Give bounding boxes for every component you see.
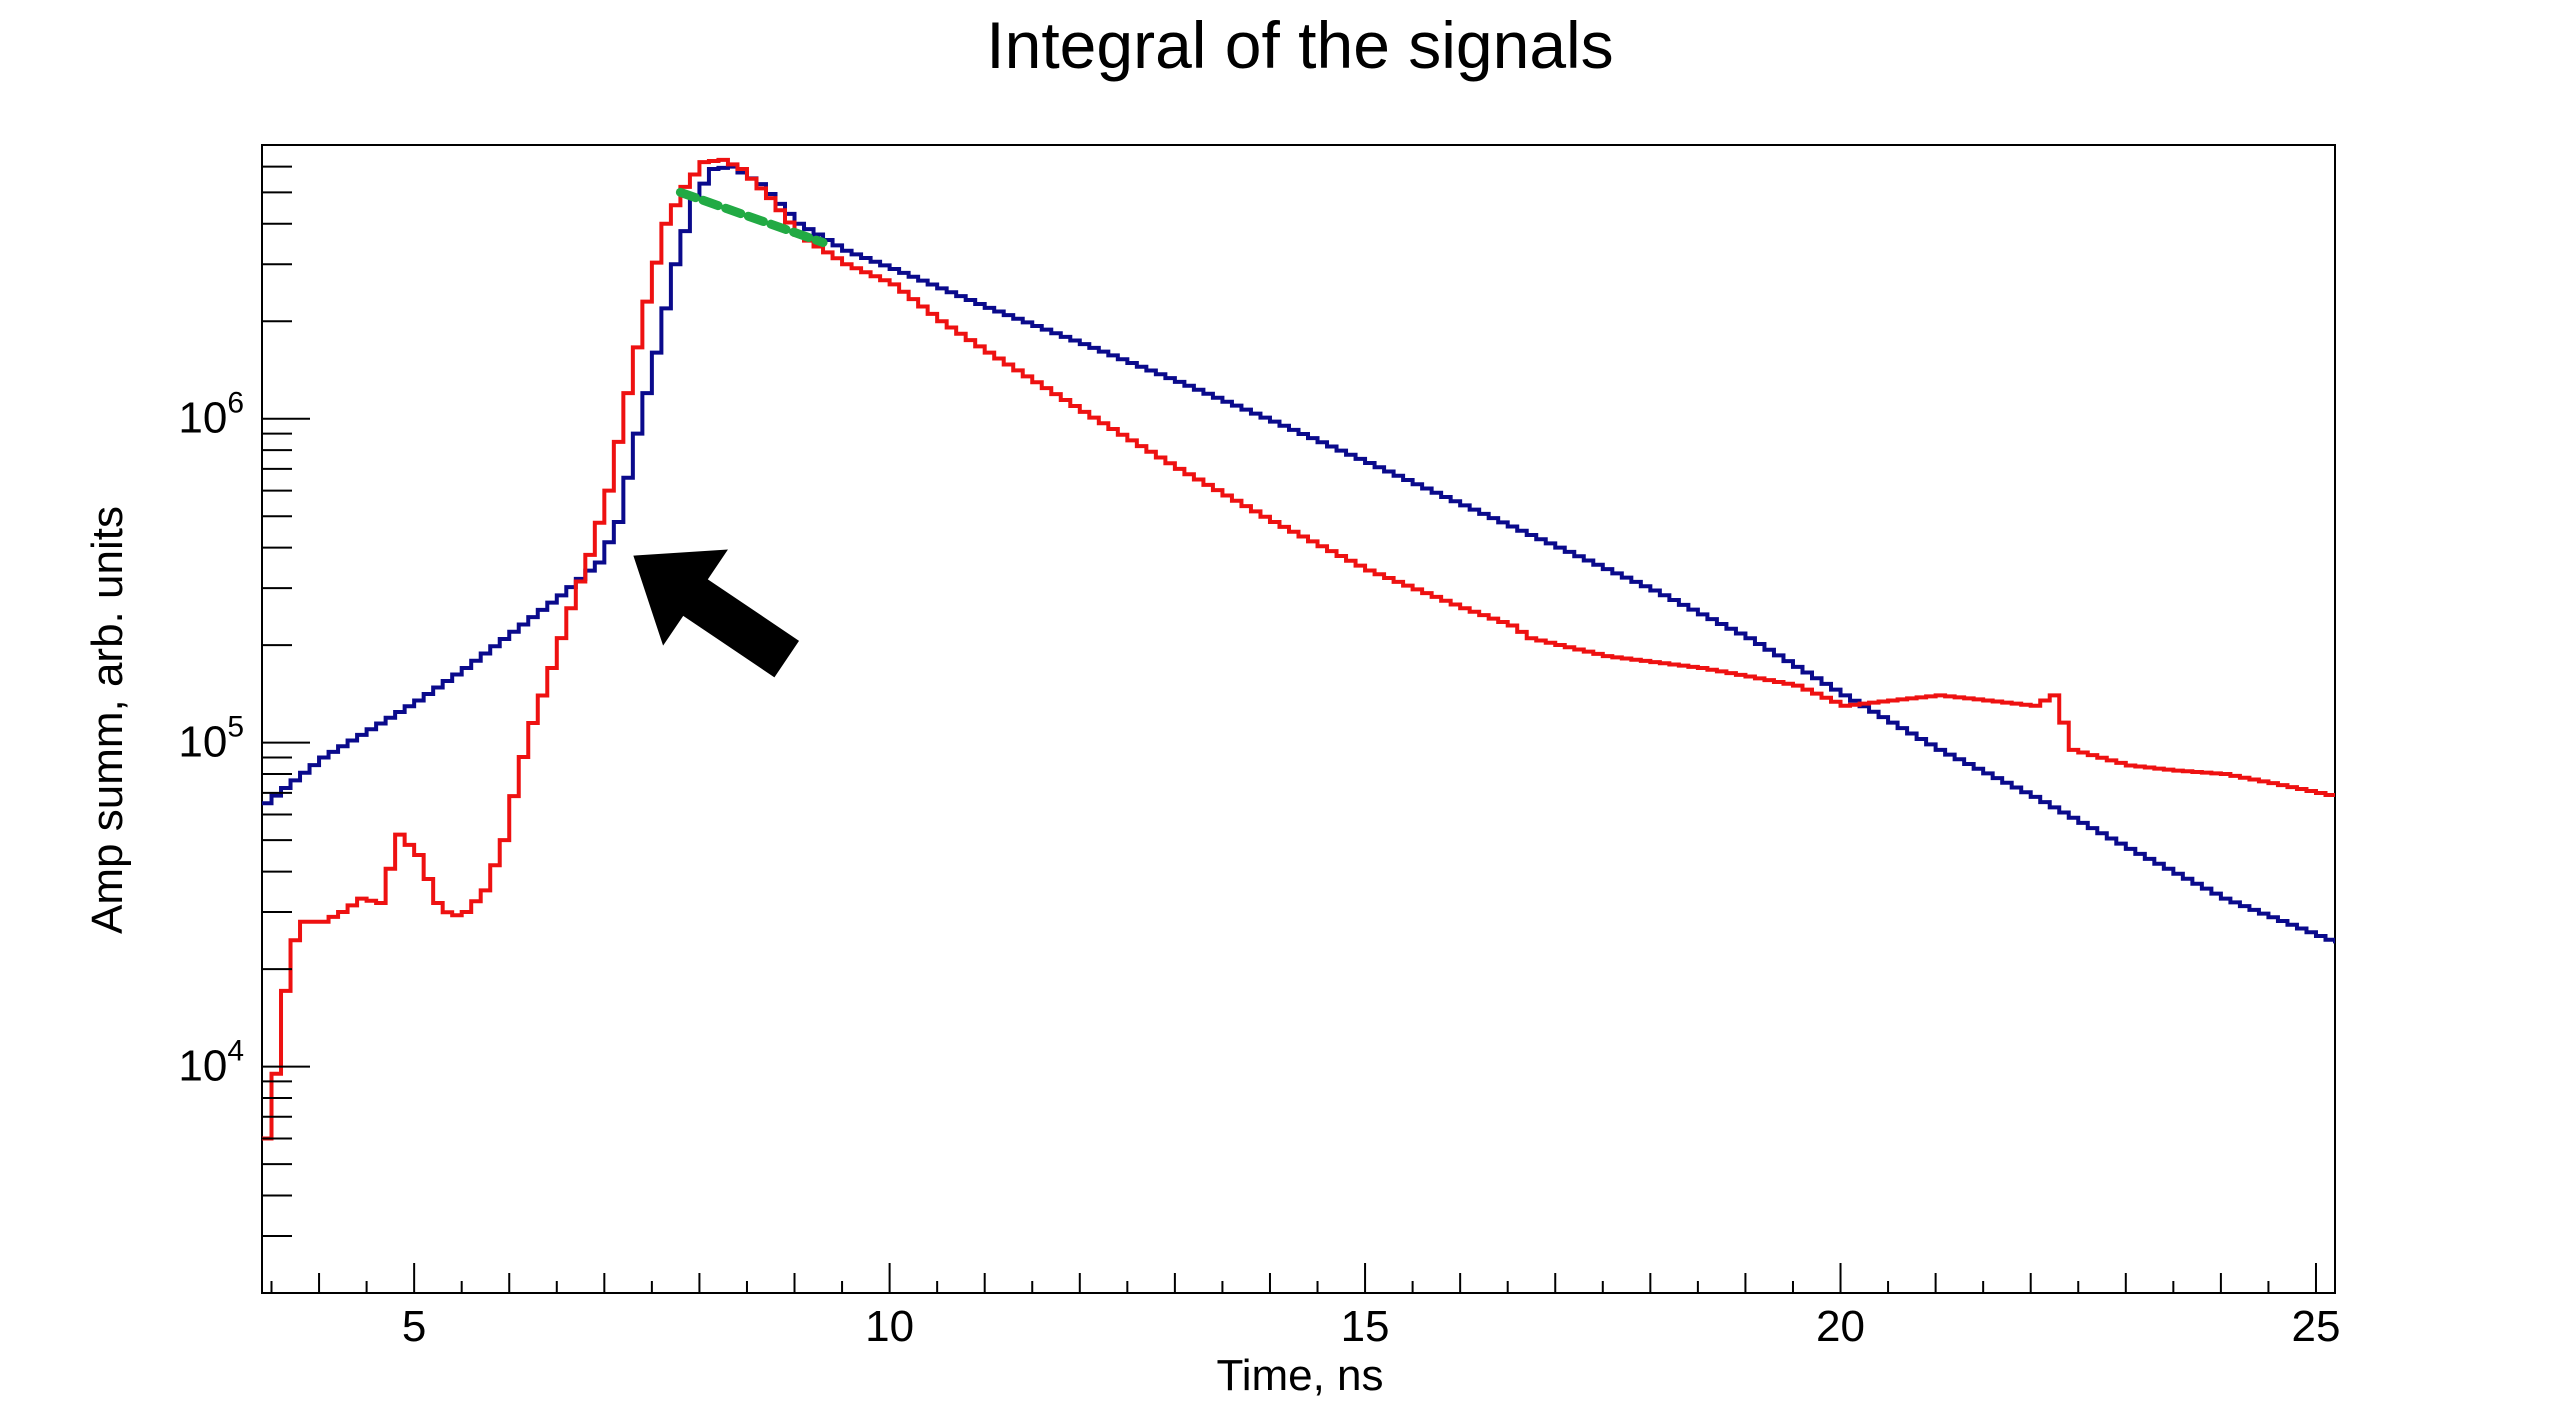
y-tick-base: 10 <box>178 1042 227 1091</box>
annotation-layer <box>633 549 800 678</box>
x-axis-label: Time, ns <box>1216 1351 1383 1400</box>
plot-border <box>261 144 2336 1294</box>
y-tick-label: 104 <box>178 1035 244 1091</box>
y-tick-exponent: 6 <box>227 387 244 420</box>
y-tick-base: 10 <box>178 394 227 443</box>
arrow-shape <box>633 549 800 678</box>
x-tick-label: 15 <box>1341 1302 1390 1351</box>
y-axis-label: Amp summ, arb. units <box>83 506 132 934</box>
series-layer <box>262 157 2335 1141</box>
fit-dashed-line <box>675 187 828 248</box>
chart-title: Integral of the signals <box>986 8 1613 82</box>
y-tick-exponent: 5 <box>227 711 244 744</box>
series-line-0 <box>262 164 2335 944</box>
series-line-1 <box>262 157 2335 1141</box>
y-tick-label: 106 <box>178 387 244 443</box>
plot-frame <box>261 144 2336 1294</box>
x-tick-label: 20 <box>1816 1302 1865 1351</box>
x-tick-label: 25 <box>2292 1302 2341 1351</box>
y-tick-base: 10 <box>178 718 227 767</box>
y-tick-exponent: 4 <box>227 1035 244 1068</box>
x-axis-ticks: 5 10 15 20 25 <box>270 1263 2341 1351</box>
y-tick-label: 105 <box>178 711 244 767</box>
x-tick-label: 10 <box>865 1302 914 1351</box>
x-tick-label: 5 <box>402 1302 426 1351</box>
arrow-annotation <box>633 549 800 678</box>
